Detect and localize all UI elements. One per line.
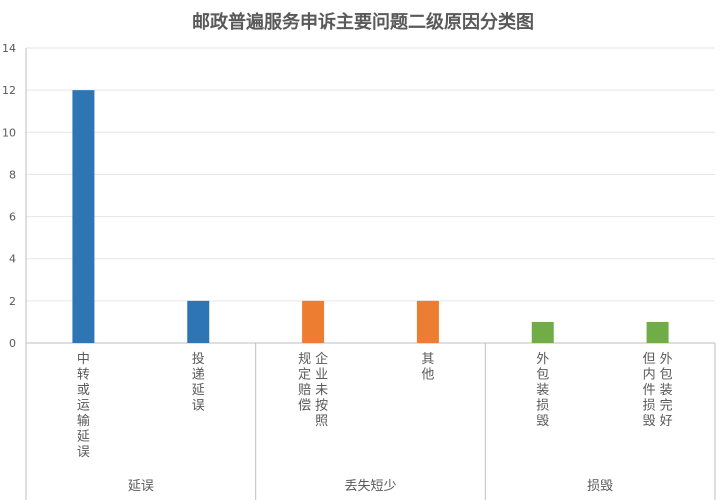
chart-title: 邮政普遍服务申诉主要问题二级原因分类图: [192, 12, 534, 33]
bar-3: [302, 300, 325, 343]
category-label-2: 投递延误: [192, 351, 205, 414]
group-label-3: 损毁: [587, 479, 613, 494]
category-label-6-col2: 但内件损毁: [643, 352, 656, 429]
y-tick-label-6: 6: [9, 211, 16, 224]
y-tick-label-14: 14: [2, 42, 16, 55]
category-label-6-col1: 外包装完好: [660, 352, 673, 429]
group-label-2: 丢失短少: [344, 479, 396, 494]
y-tick-label-2: 2: [9, 295, 16, 308]
bar-6: [646, 321, 669, 343]
y-tick-label-0: 0: [9, 337, 16, 350]
group-label-1: 延误: [128, 479, 154, 494]
category-label-1: 中转或运输延误: [77, 352, 90, 460]
category-label-3-col2: 规定赔偿: [298, 352, 311, 414]
bar-4: [416, 300, 439, 343]
bar-1: [72, 90, 95, 344]
category-label-4: 其他: [421, 352, 434, 383]
bar-5: [531, 321, 554, 343]
category-label-3-col1: 企业未按照: [315, 351, 328, 429]
y-tick-label-10: 10: [2, 126, 16, 139]
y-tick-label-12: 12: [2, 84, 16, 97]
category-label-5: 外包装损毁: [536, 352, 549, 429]
y-tick-label-8: 8: [9, 168, 16, 181]
y-tick-label-4: 4: [9, 253, 16, 266]
bar-2: [187, 300, 210, 343]
